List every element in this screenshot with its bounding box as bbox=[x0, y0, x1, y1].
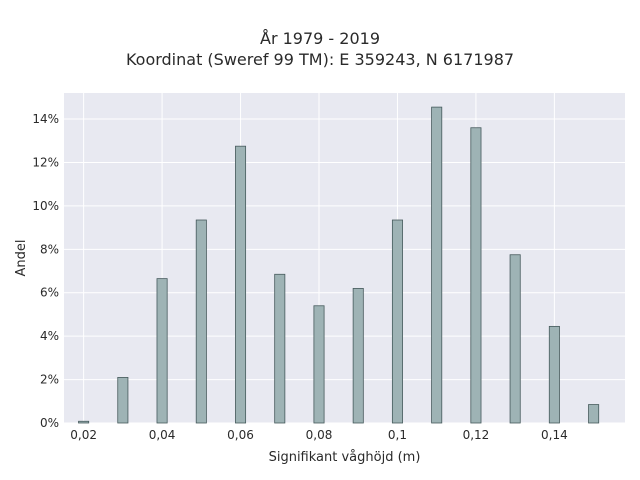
chart-title-line-1: År 1979 - 2019 bbox=[260, 29, 380, 48]
x-tick-label-1: 0,04 bbox=[149, 428, 176, 442]
bar-8 bbox=[391, 219, 403, 424]
chart-title: År 1979 - 2019 Koordinat (Sweref 99 TM):… bbox=[0, 28, 640, 70]
chart-title-line-2: Koordinat (Sweref 99 TM): E 359243, N 61… bbox=[125, 50, 515, 69]
bar-1 bbox=[117, 377, 129, 424]
bars bbox=[78, 106, 600, 424]
bar-10 bbox=[470, 127, 482, 424]
x-axis-label: Signifikant våghöjd (m) bbox=[269, 450, 421, 465]
y-tick-label-1: 2% bbox=[40, 373, 59, 387]
bar-12 bbox=[548, 325, 560, 424]
bar-2 bbox=[156, 278, 168, 424]
x-tick-label-6: 0,14 bbox=[541, 428, 568, 442]
bar-11 bbox=[509, 254, 521, 424]
bar-5 bbox=[274, 273, 286, 424]
y-tick-label-3: 6% bbox=[40, 286, 59, 300]
x-tick-label-2: 0,06 bbox=[227, 428, 254, 442]
bar-3 bbox=[195, 219, 207, 424]
x-axis-ticks: 0,02 0,04 0,06 0,08 0,1 0,12 0,14 bbox=[70, 428, 567, 442]
y-tick-label-7: 14% bbox=[32, 112, 59, 126]
bar-7 bbox=[352, 287, 364, 424]
y-tick-label-5: 10% bbox=[32, 199, 59, 213]
y-axis-ticks: 0% 2% 4% 6% 8% 10% 12% 14% bbox=[32, 112, 59, 430]
bar-13 bbox=[588, 404, 600, 424]
x-tick-label-0: 0,02 bbox=[70, 428, 97, 442]
bar-6 bbox=[313, 305, 325, 424]
bar-9 bbox=[431, 106, 443, 424]
y-tick-label-6: 12% bbox=[32, 155, 59, 169]
x-tick-label-5: 0,12 bbox=[463, 428, 490, 442]
bar-0 bbox=[78, 420, 90, 424]
plot-area bbox=[64, 93, 625, 423]
bar-4 bbox=[235, 145, 247, 424]
x-tick-label-4: 0,1 bbox=[388, 428, 407, 442]
y-axis-label: Andel bbox=[14, 240, 29, 277]
y-tick-label-2: 4% bbox=[40, 329, 59, 343]
y-tick-label-4: 8% bbox=[40, 242, 59, 256]
x-tick-label-3: 0,08 bbox=[306, 428, 333, 442]
y-tick-label-0: 0% bbox=[40, 416, 59, 430]
